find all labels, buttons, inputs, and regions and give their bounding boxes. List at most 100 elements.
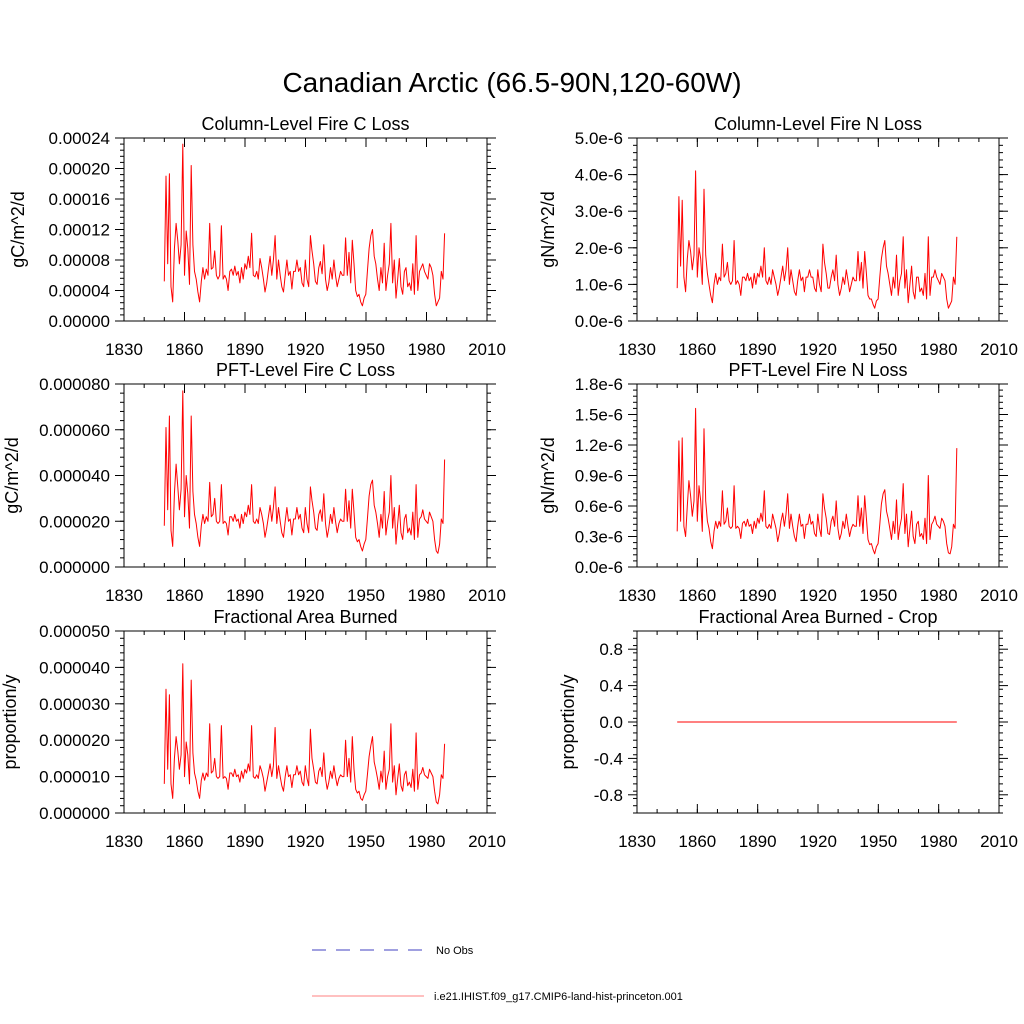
y-tick-label: 1.8e-6 [575,375,623,394]
y-tick-label: 0.000030 [39,695,110,714]
x-tick-label: 1920 [287,586,325,605]
panel-fractional-area-burned-crop: Fractional Area Burned - Crop 1830 1860 189… [558,607,1018,851]
x-tick-label: 2010 [468,832,506,851]
y-tick-label: 0.000020 [39,731,110,750]
x-tick-label: 1830 [105,586,143,605]
panel-column-fire-c-loss: Column-Level Fire C Loss 1830 1860 1890 1920… [8,114,506,359]
x-tick-label: 1890 [739,586,777,605]
y-tick-label: 1.5e-6 [575,406,623,425]
panel-title: Column-Level Fire N Loss [714,114,922,134]
panel-title: Fractional Area Burned [213,607,397,627]
x-tick-label: 1830 [105,340,143,359]
y-tick-label: -0.8 [594,786,623,805]
x-tick-label: 1830 [618,340,656,359]
data-series-line [163,143,446,307]
y-tick-label: 0.00024 [49,129,110,148]
panel-title: PFT-Level Fire N Loss [728,360,907,380]
y-tick-label: 0.000040 [39,658,110,677]
data-series-line [163,390,446,554]
y-tick-label: 1.0e-6 [575,275,623,294]
panel-fractional-area-burned: Fractional Area Burned 1830 1860 1890 1920 19… [0,607,506,851]
x-tick-label: 1830 [105,832,143,851]
plot-frame [123,383,488,568]
panel-title: PFT-Level Fire C Loss [216,360,395,380]
x-tick-label: 1950 [347,586,385,605]
panel-title: Column-Level Fire C Loss [201,114,409,134]
y-tick-label: 0.0e-6 [575,558,623,577]
x-tick-label: 1890 [226,832,264,851]
y-tick-label: 0.00004 [49,282,110,301]
x-tick-label: 1920 [287,832,325,851]
legend: No Obs i.e21.IHIST.f09_g17.CMIP6-land-hi… [312,945,683,1003]
y-tick-label: 0.000080 [39,375,110,394]
x-tick-label: 1920 [287,340,325,359]
x-tick-label: 1890 [226,340,264,359]
x-tick-label: 1860 [166,832,204,851]
panel-title: Fractional Area Burned - Crop [698,607,937,627]
y-tick-label: 0.00000 [49,312,110,331]
y-tick-label: 0.000060 [39,421,110,440]
x-tick-label: 1980 [920,586,958,605]
y-tick-label: 1.2e-6 [575,436,623,455]
y-tick-label: 0.000020 [39,512,110,531]
y-tick-label: 0.3e-6 [575,528,623,547]
x-tick-label: 2010 [980,832,1018,851]
x-tick-label: 2010 [980,586,1018,605]
x-tick-label: 1860 [678,832,716,851]
y-tick-label: 0.000000 [39,558,110,577]
x-tick-label: 1830 [618,832,656,851]
y-axis-label: gC/m^2/d [8,191,28,267]
panel-pft-fire-n-loss: PFT-Level Fire N Loss 1830 1860 1890 1920 195… [538,360,1018,605]
y-tick-label: 0.000010 [39,768,110,787]
y-axis-label: gC/m^2/d [2,437,22,513]
x-tick-label: 1950 [859,832,897,851]
y-tick-label: 4.0e-6 [575,166,623,185]
y-tick-label: 0.6e-6 [575,497,623,516]
y-tick-label: 0.000040 [39,467,110,486]
y-tick-label: 0.000050 [39,622,110,641]
y-tick-label: 0.000000 [39,804,110,823]
x-tick-label: 1950 [347,340,385,359]
x-tick-label: 1830 [618,586,656,605]
y-tick-label: 0.9e-6 [575,467,623,486]
y-axis-label: gN/m^2/d [538,191,558,267]
y-tick-label: 0.0e-6 [575,312,623,331]
x-tick-label: 1950 [347,832,385,851]
plot-frame [123,137,488,322]
data-series-line [676,407,958,555]
x-tick-label: 1980 [408,832,446,851]
x-tick-label: 1980 [920,832,958,851]
y-tick-label: 2.0e-6 [575,239,623,258]
x-tick-label: 1860 [678,586,716,605]
x-tick-label: 1980 [920,340,958,359]
data-series-line [163,663,446,805]
x-tick-label: 1920 [799,832,837,851]
x-tick-label: 1950 [859,340,897,359]
x-tick-label: 1920 [799,586,837,605]
x-tick-label: 1860 [166,586,204,605]
x-tick-label: 2010 [468,340,506,359]
y-tick-label: 0.00020 [49,160,110,179]
y-tick-label: 0.4 [599,677,623,696]
x-tick-label: 1920 [799,340,837,359]
y-tick-label: 0.8 [599,640,623,659]
x-tick-label: 1980 [408,586,446,605]
y-axis-label: gN/m^2/d [538,437,558,513]
y-tick-label: 0.00008 [49,251,110,270]
legend-obs-label: No Obs [436,945,474,957]
x-tick-label: 1860 [166,340,204,359]
panel-pft-fire-c-loss: PFT-Level Fire C Loss 1830 1860 1890 1920 195… [2,360,506,605]
plot-frame [636,383,1000,568]
x-tick-label: 1860 [678,340,716,359]
y-axis-label: proportion/y [0,674,20,769]
y-tick-label: 0.0 [599,713,623,732]
x-tick-label: 1890 [226,586,264,605]
x-tick-label: 1980 [408,340,446,359]
y-tick-label: 0.00016 [49,190,110,209]
y-axis-label: proportion/y [558,674,578,769]
x-tick-label: 2010 [980,340,1018,359]
data-series-line [676,170,958,309]
x-tick-label: 2010 [468,586,506,605]
y-tick-label: 0.00012 [49,221,110,240]
